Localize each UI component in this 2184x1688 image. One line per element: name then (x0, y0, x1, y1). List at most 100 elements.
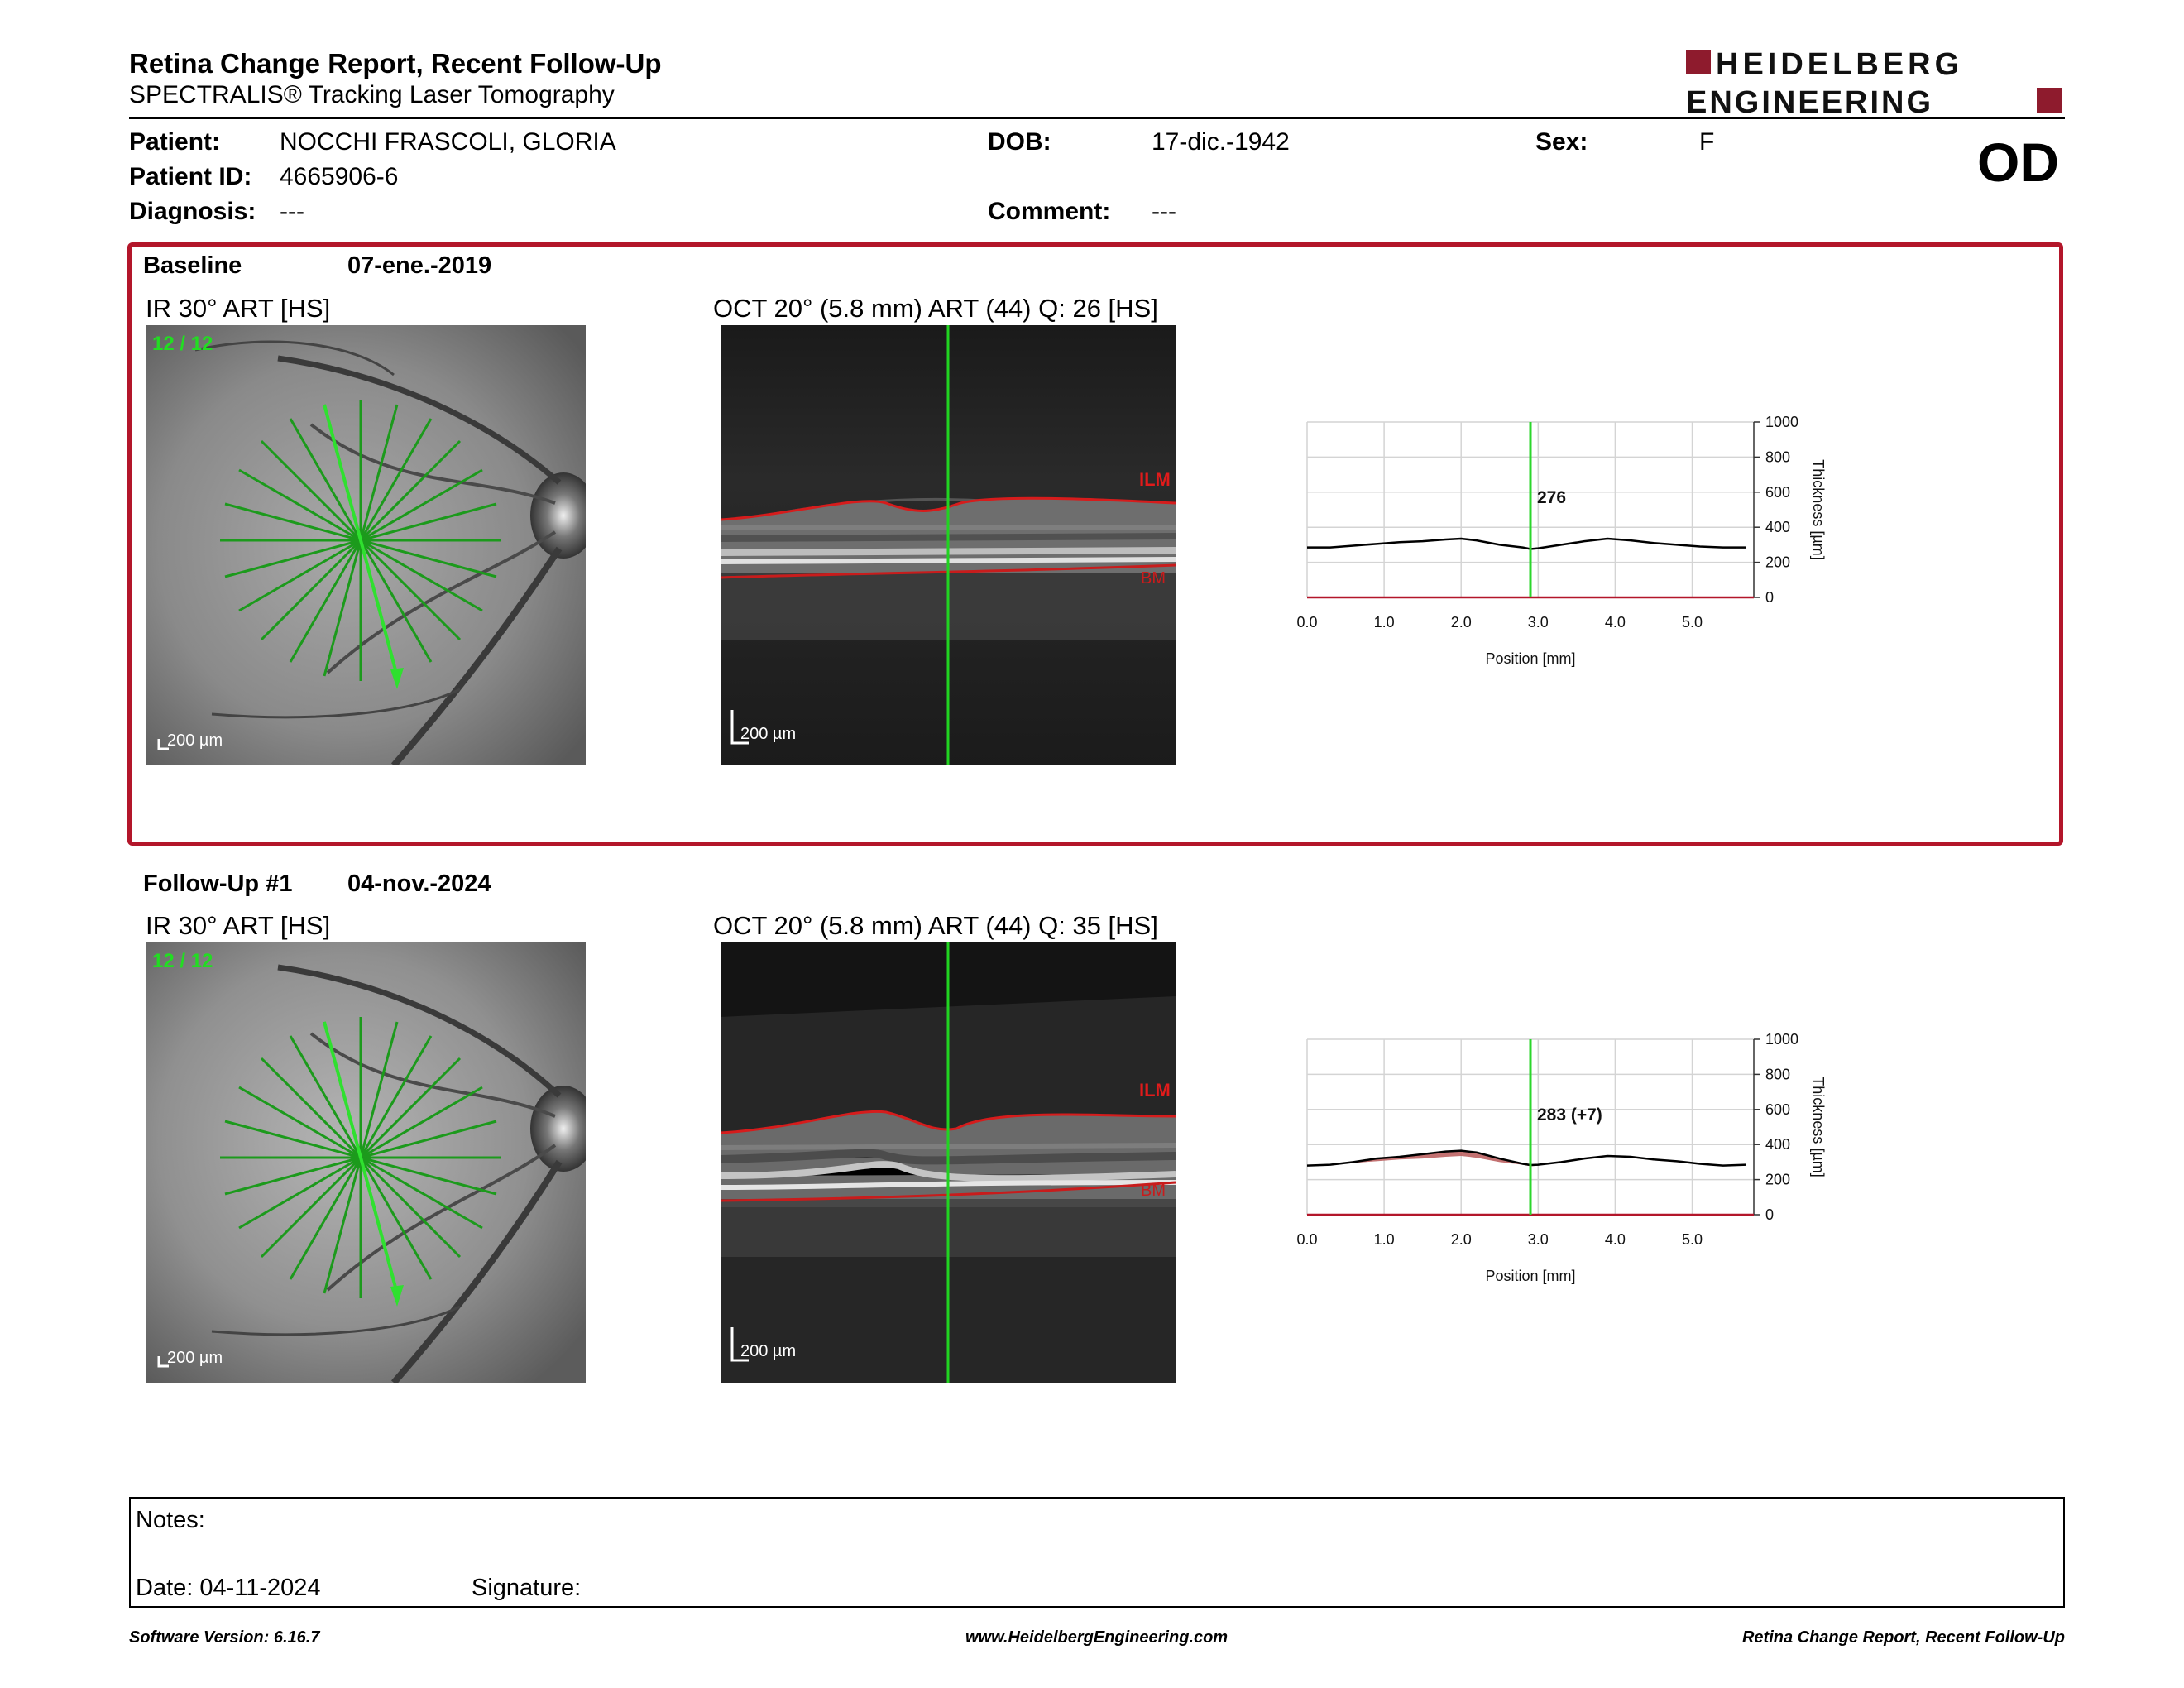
followup-oct-bscan-image[interactable]: ILM BM 200 µm (721, 942, 1176, 1383)
followup-oct-svg: ILM BM 200 µm (721, 942, 1176, 1383)
x-tick-label: 5.0 (1682, 1231, 1703, 1248)
dob-value: 17-dic.-1942 (1152, 128, 1290, 156)
notes-date: Date: 04-11-2024 (136, 1575, 321, 1601)
notes-label: Notes: (136, 1507, 205, 1533)
baseline-fundus-svg: 12 / 12 200 µm (146, 325, 586, 765)
selected-scan-line (323, 404, 399, 677)
bm-label: BM (1141, 1182, 1166, 1200)
header-divider (129, 117, 2065, 119)
y-tick-label: 200 (1765, 1172, 1790, 1188)
dob-label: DOB: (988, 128, 1051, 156)
frame-counter: 12 / 12 (152, 950, 213, 972)
software-version: Software Version: 6.16.7 (129, 1628, 320, 1647)
bm-label: BM (1141, 569, 1166, 587)
frame-counter: 12 / 12 (152, 333, 213, 355)
baseline-oct-title: OCT 20° (5.8 mm) ART (44) Q: 26 [HS] (713, 294, 1158, 323)
sex-label: Sex: (1535, 128, 1588, 156)
comment-value: --- (1152, 198, 1176, 225)
scan-direction-arrow-icon (390, 668, 404, 689)
diagnosis-label: Diagnosis: (129, 198, 256, 225)
logo-line1: HEIDELBERG (1716, 47, 1963, 82)
baseline-ir-fundus-image[interactable]: 12 / 12 200 µm (146, 325, 586, 765)
x-tick-label: 3.0 (1528, 1231, 1549, 1248)
cursor-thickness-value: 276 (1537, 488, 1566, 507)
diagnosis-value: --- (280, 198, 304, 225)
x-axis-label: Position [mm] (1485, 650, 1575, 667)
y-tick-label: 0 (1765, 1206, 1774, 1223)
scan-direction-arrow-icon (390, 1285, 404, 1307)
followup-label: Follow-Up #1 (143, 870, 293, 897)
y-tick-label: 1000 (1765, 1031, 1798, 1048)
baseline-date: 07-ene.-2019 (347, 252, 492, 279)
report-subtitle: SPECTRALIS® Tracking Laser Tomography (129, 81, 615, 108)
notes-box[interactable]: Notes: Date: 04-11-2024 Signature: (129, 1497, 2065, 1608)
followup-oct-title: OCT 20° (5.8 mm) ART (44) Q: 35 [HS] (713, 911, 1158, 940)
selected-scan-line (323, 1021, 399, 1294)
y-tick-label: 1000 (1765, 414, 1798, 430)
logo-line2: ENGINEERING (1686, 85, 1933, 116)
x-tick-label: 4.0 (1605, 614, 1626, 631)
baseline-oct-svg: ILM BM 200 µm (721, 325, 1176, 765)
baseline-label: Baseline (143, 252, 242, 279)
ilm-boundary-line (721, 1110, 1176, 1134)
x-tick-label: 1.0 (1374, 614, 1395, 631)
y-tick-label: 600 (1765, 1101, 1790, 1118)
x-tick-label: 4.0 (1605, 1231, 1626, 1248)
y-tick-label: 800 (1765, 448, 1790, 465)
thickness-series-line (1307, 537, 1746, 550)
heidelberg-logo: HEIDELBERG ENGINEERING (1686, 47, 2062, 116)
y-tick-label: 400 (1765, 1136, 1790, 1153)
followup-ir-title: IR 30° ART [HS] (146, 911, 331, 940)
oct-scale-label: 200 µm (740, 725, 796, 743)
patient-name: NOCCHI FRASCOLI, GLORIA (280, 128, 616, 156)
eye-indicator: OD (1977, 132, 2059, 193)
baseline-highlight-box (127, 242, 2063, 846)
website-link[interactable]: www.HeidelbergEngineering.com (965, 1628, 1228, 1647)
patient-label: Patient: (129, 128, 221, 156)
sex-value: F (1699, 128, 1715, 156)
ilm-label: ILM (1139, 469, 1171, 490)
oct-scale-bar-icon (730, 1327, 749, 1362)
scale-label: 200 µm (167, 1349, 223, 1367)
y-tick-label: 400 (1765, 519, 1790, 535)
followup-date: 04-nov.-2024 (347, 870, 491, 897)
patient-id-label: Patient ID: (129, 163, 252, 190)
y-tick-label: 800 (1765, 1066, 1790, 1082)
oct-scale-label: 200 µm (740, 1342, 796, 1360)
scale-bar-icon (157, 739, 169, 750)
y-axis-label: Thickness [µm] (1810, 459, 1827, 559)
thickness-change-area (1307, 1150, 1746, 1167)
followup-ir-fundus-image[interactable]: 12 / 12 200 µm (146, 942, 586, 1383)
bm-boundary-line (721, 563, 1176, 579)
y-tick-label: 0 (1765, 589, 1774, 606)
report-title: Retina Change Report, Recent Follow-Up (129, 48, 662, 79)
cursor-thickness-value: 283 (+7) (1537, 1105, 1602, 1125)
baseline-thickness-chart[interactable]: 0.0 1.0 2.0 3.0 4.0 5.0 0 200 400 600 800 1000 276 Po… (1291, 405, 1853, 670)
x-tick-label: 5.0 (1682, 614, 1703, 631)
baseline-ir-title: IR 30° ART [HS] (146, 294, 331, 323)
x-tick-label: 1.0 (1374, 1231, 1395, 1248)
thickness-series-line (1306, 1149, 1746, 1167)
bm-boundary-line (721, 1181, 1176, 1202)
x-tick-label: 0.0 (1296, 614, 1317, 631)
ilm-label: ILM (1139, 1080, 1171, 1101)
x-tick-label: 2.0 (1451, 614, 1472, 631)
ilm-boundary-line (721, 496, 1176, 521)
patient-id: 4665906-6 (280, 163, 399, 190)
baseline-oct-bscan-image[interactable]: ILM BM 200 µm (721, 325, 1176, 765)
x-tick-label: 0.0 (1296, 1231, 1317, 1248)
radial-scan-pattern (220, 1017, 501, 1298)
scale-bar-icon (157, 1356, 169, 1368)
followup-thickness-chart[interactable]: 0.0 1.0 2.0 3.0 4.0 5.0 0 200 400 600 800 1000 283 (… (1291, 1023, 1853, 1288)
y-tick-label: 600 (1765, 484, 1790, 501)
signature-label: Signature: (472, 1575, 582, 1601)
y-tick-label: 200 (1765, 554, 1790, 571)
footer-report-name: Retina Change Report, Recent Follow-Up (1741, 1628, 2065, 1647)
y-axis-label: Thickness [µm] (1810, 1077, 1827, 1177)
x-tick-label: 3.0 (1528, 614, 1549, 631)
oct-scale-bar-icon (730, 710, 749, 745)
scale-label: 200 µm (167, 731, 223, 750)
comment-label: Comment: (988, 198, 1111, 225)
x-tick-label: 2.0 (1451, 1231, 1472, 1248)
x-axis-label: Position [mm] (1485, 1268, 1575, 1284)
